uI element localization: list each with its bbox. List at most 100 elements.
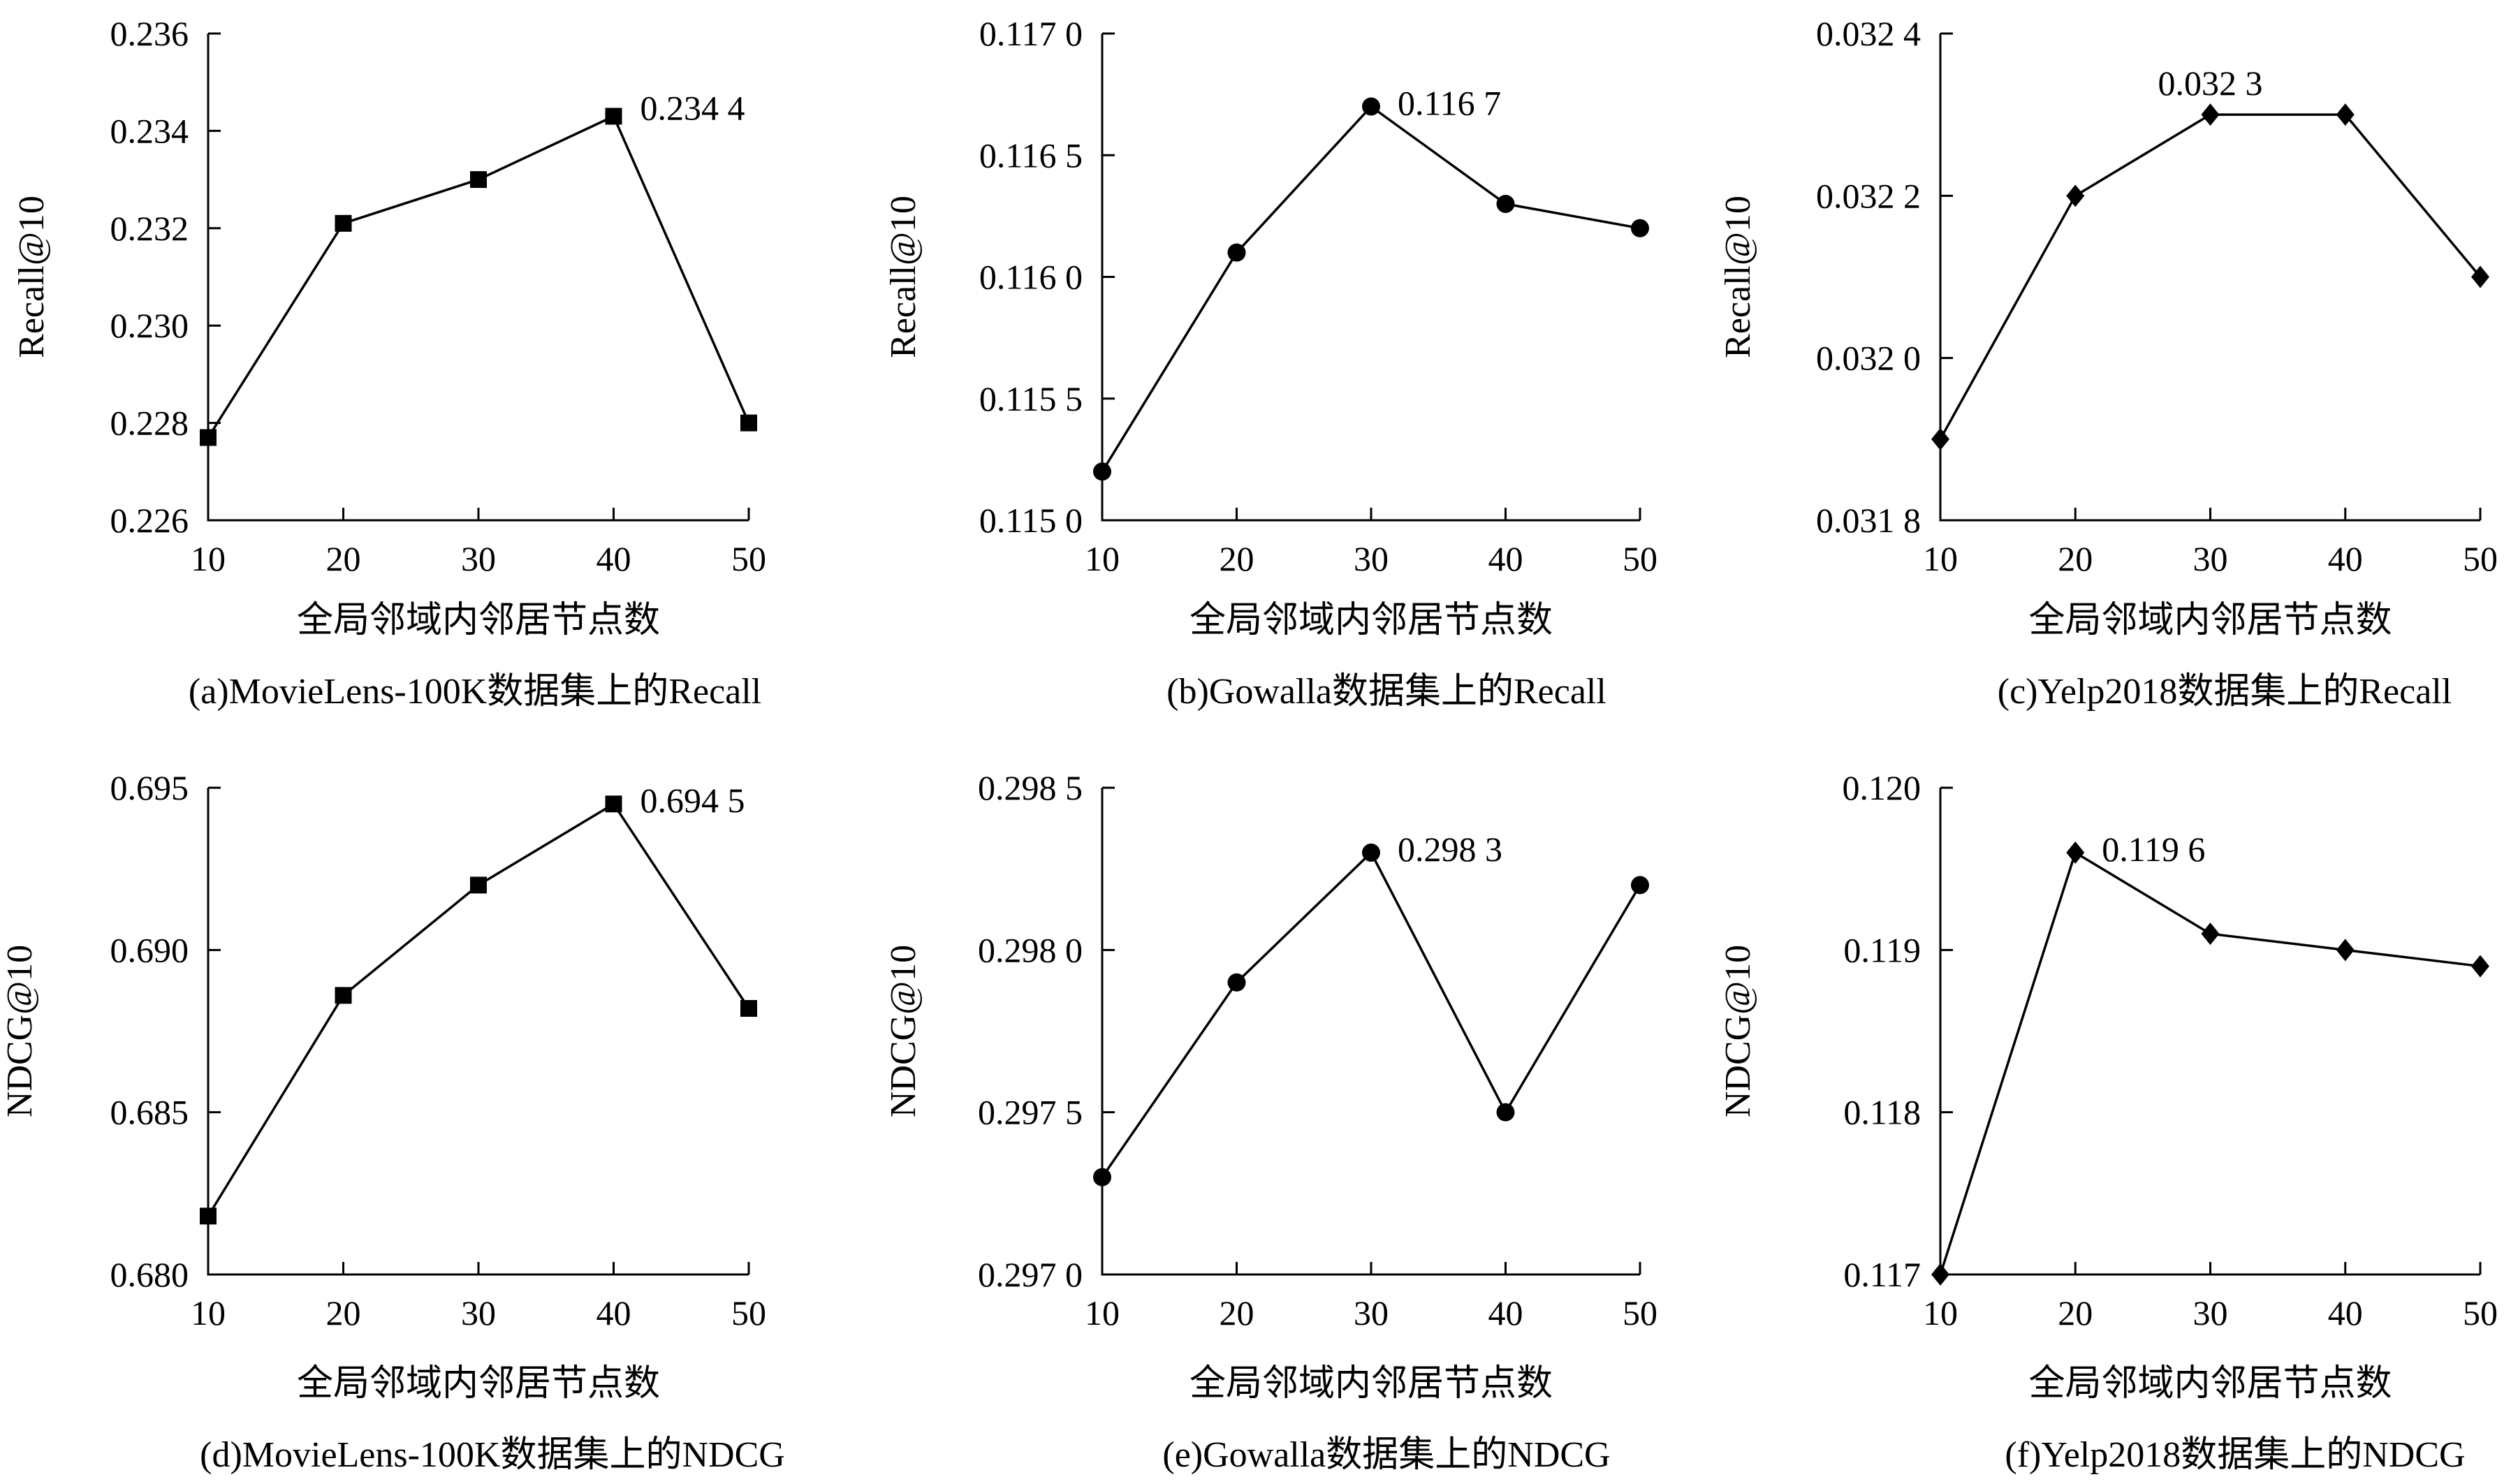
x-tick-label: 20: [2058, 539, 2093, 578]
data-point-circle: [1362, 843, 1380, 862]
chart-panel-5: 0.297 0 0.297 5 0.298 0 0.298 5 10 20 30 40 50 0.…: [884, 768, 1657, 1475]
x-tick-label: 40: [596, 1293, 631, 1332]
y-axis-title: NDCG@10: [0, 945, 40, 1117]
y-tick-label: 0.116 0: [979, 258, 1083, 297]
x-axis-title: 全局邻域内邻居节点数: [1189, 601, 1553, 640]
data-point-square: [200, 1207, 217, 1225]
x-axis-title: 全局邻域内邻居节点数: [2028, 1364, 2392, 1404]
y-tick-label: 0.690: [110, 930, 189, 969]
peak-annotation: 0.694 5: [640, 781, 745, 820]
x-tick-label: 30: [2193, 1293, 2228, 1332]
chart-panel-2: 0.115 0 0.115 5 0.116 0 0.116 5 0.117 0 10 20 3…: [884, 14, 1657, 712]
x-tick-label: 50: [1623, 1293, 1657, 1332]
data-point-diamond: [2336, 939, 2355, 962]
data-point-diamond: [1931, 427, 1949, 450]
data-point-circle: [1631, 876, 1649, 895]
y-axis-title: NDCG@10: [1718, 945, 1758, 1117]
data-point-diamond: [2336, 103, 2355, 126]
data-point-square: [605, 108, 622, 125]
x-tick-label: 30: [461, 1293, 496, 1332]
data-point-circle: [1362, 97, 1380, 116]
x-tick-label: 30: [1354, 1293, 1389, 1332]
peak-annotation: 0.032 3: [2158, 64, 2263, 103]
chart-caption: (c)Yelp2018数据集上的Recall: [1998, 672, 2452, 712]
peak-annotation: 0.234 4: [640, 89, 745, 128]
x-tick-label: 30: [461, 539, 496, 578]
data-point-circle: [1093, 462, 1111, 481]
peak-annotation: 0.119 6: [2102, 830, 2205, 869]
chart-panel-6: 0.117 0.118 0.119 0.120 10 20 30 40 50 0.119 6 NDC…: [1718, 768, 2498, 1475]
x-tick-label: 20: [1220, 1293, 1254, 1332]
x-tick-label: 50: [2463, 1293, 2498, 1332]
data-point-circle: [1631, 219, 1649, 237]
data-point-diamond: [1931, 1263, 1949, 1286]
y-tick-label: 0.228: [110, 404, 189, 443]
x-tick-label: 30: [2193, 539, 2228, 578]
data-point-circle: [1093, 1168, 1111, 1187]
x-axis-title: 全局邻域内邻居节点数: [297, 601, 660, 640]
y-axis-title: Recall@10: [884, 196, 923, 358]
series-line: [1939, 113, 2482, 440]
y-tick-label: 0.032 2: [1816, 176, 1921, 215]
data-point-square: [335, 987, 352, 1004]
data-point-circle: [1227, 973, 1246, 992]
y-tick-label: 0.298 5: [978, 768, 1083, 807]
x-tick-label: 10: [1085, 539, 1120, 578]
y-tick-label: 0.226: [110, 501, 189, 540]
x-tick-label: 50: [731, 1293, 766, 1332]
axis-frame: [1939, 788, 2480, 1276]
y-axis-title: Recall@10: [1718, 196, 1758, 358]
y-tick-label: 0.032 4: [1816, 14, 1921, 53]
x-tick-label: 40: [1488, 1293, 1523, 1332]
y-axis-title: NDCG@10: [884, 945, 923, 1117]
data-point-square: [200, 429, 217, 446]
y-tick-label: 0.117: [1843, 1255, 1921, 1294]
data-point-diamond: [2201, 103, 2220, 126]
x-tick-label: 50: [2463, 539, 2498, 578]
y-tick-label: 0.234: [110, 111, 189, 150]
data-point-square: [470, 876, 487, 894]
x-tick-label: 40: [2328, 539, 2363, 578]
x-tick-label: 20: [326, 539, 361, 578]
series-line: [1939, 851, 2481, 1275]
x-tick-label: 10: [1923, 1293, 1958, 1332]
peak-annotation: 0.116 7: [1398, 84, 1501, 123]
chart-caption: (e)Gowalla数据集上的NDCG: [1162, 1435, 1610, 1475]
x-axis-title: 全局邻域内邻居节点数: [1189, 1364, 1553, 1404]
data-point-square: [470, 171, 487, 189]
series-line: [1101, 105, 1641, 473]
chart-caption: (f)Yelp2018数据集上的NDCG: [2005, 1435, 2465, 1475]
data-point-square: [605, 795, 622, 813]
y-tick-label: 0.115 5: [979, 379, 1083, 418]
x-tick-label: 10: [1923, 539, 1958, 578]
y-tick-label: 0.680: [110, 1255, 189, 1294]
data-point-circle: [1227, 243, 1246, 262]
y-tick-label: 0.298 0: [978, 930, 1083, 969]
x-tick-label: 40: [1488, 539, 1523, 578]
data-point-diamond: [2201, 923, 2220, 946]
chart-caption: (b)Gowalla数据集上的Recall: [1166, 672, 1606, 712]
axis-frame: [207, 788, 749, 1276]
data-point-diamond: [2066, 184, 2085, 207]
data-point-diamond: [2471, 955, 2489, 978]
x-tick-label: 20: [2058, 1293, 2093, 1332]
y-tick-label: 0.297 5: [978, 1093, 1083, 1132]
y-tick-label: 0.695: [110, 768, 189, 807]
x-tick-label: 10: [191, 539, 226, 578]
x-axis-title: 全局邻域内邻居节点数: [2028, 601, 2392, 640]
chart-panel-4: 0.680 0.685 0.690 0.695 10 20 30 40 50 0.694 5 NDC…: [0, 768, 785, 1475]
x-tick-label: 20: [326, 1293, 361, 1332]
y-tick-label: 0.117 0: [979, 14, 1083, 53]
chart-panel-3: 0.031 8 0.032 0 0.032 2 0.032 4 10 20 30 40 50 0.…: [1718, 14, 2498, 712]
data-point-diamond: [2471, 265, 2489, 288]
chart-panel-1: 0.226 0.228 0.230 0.232 0.234 0.236 10 20 30 40 50…: [12, 14, 766, 712]
data-point-square: [740, 414, 757, 432]
y-axis-title: Recall@10: [12, 196, 52, 358]
y-tick-label: 0.297 0: [978, 1255, 1083, 1294]
peak-annotation: 0.298 3: [1398, 830, 1502, 869]
x-tick-label: 50: [1623, 539, 1657, 578]
x-tick-label: 50: [731, 539, 766, 578]
data-point-diamond: [2066, 841, 2085, 864]
data-point-square: [335, 214, 352, 232]
